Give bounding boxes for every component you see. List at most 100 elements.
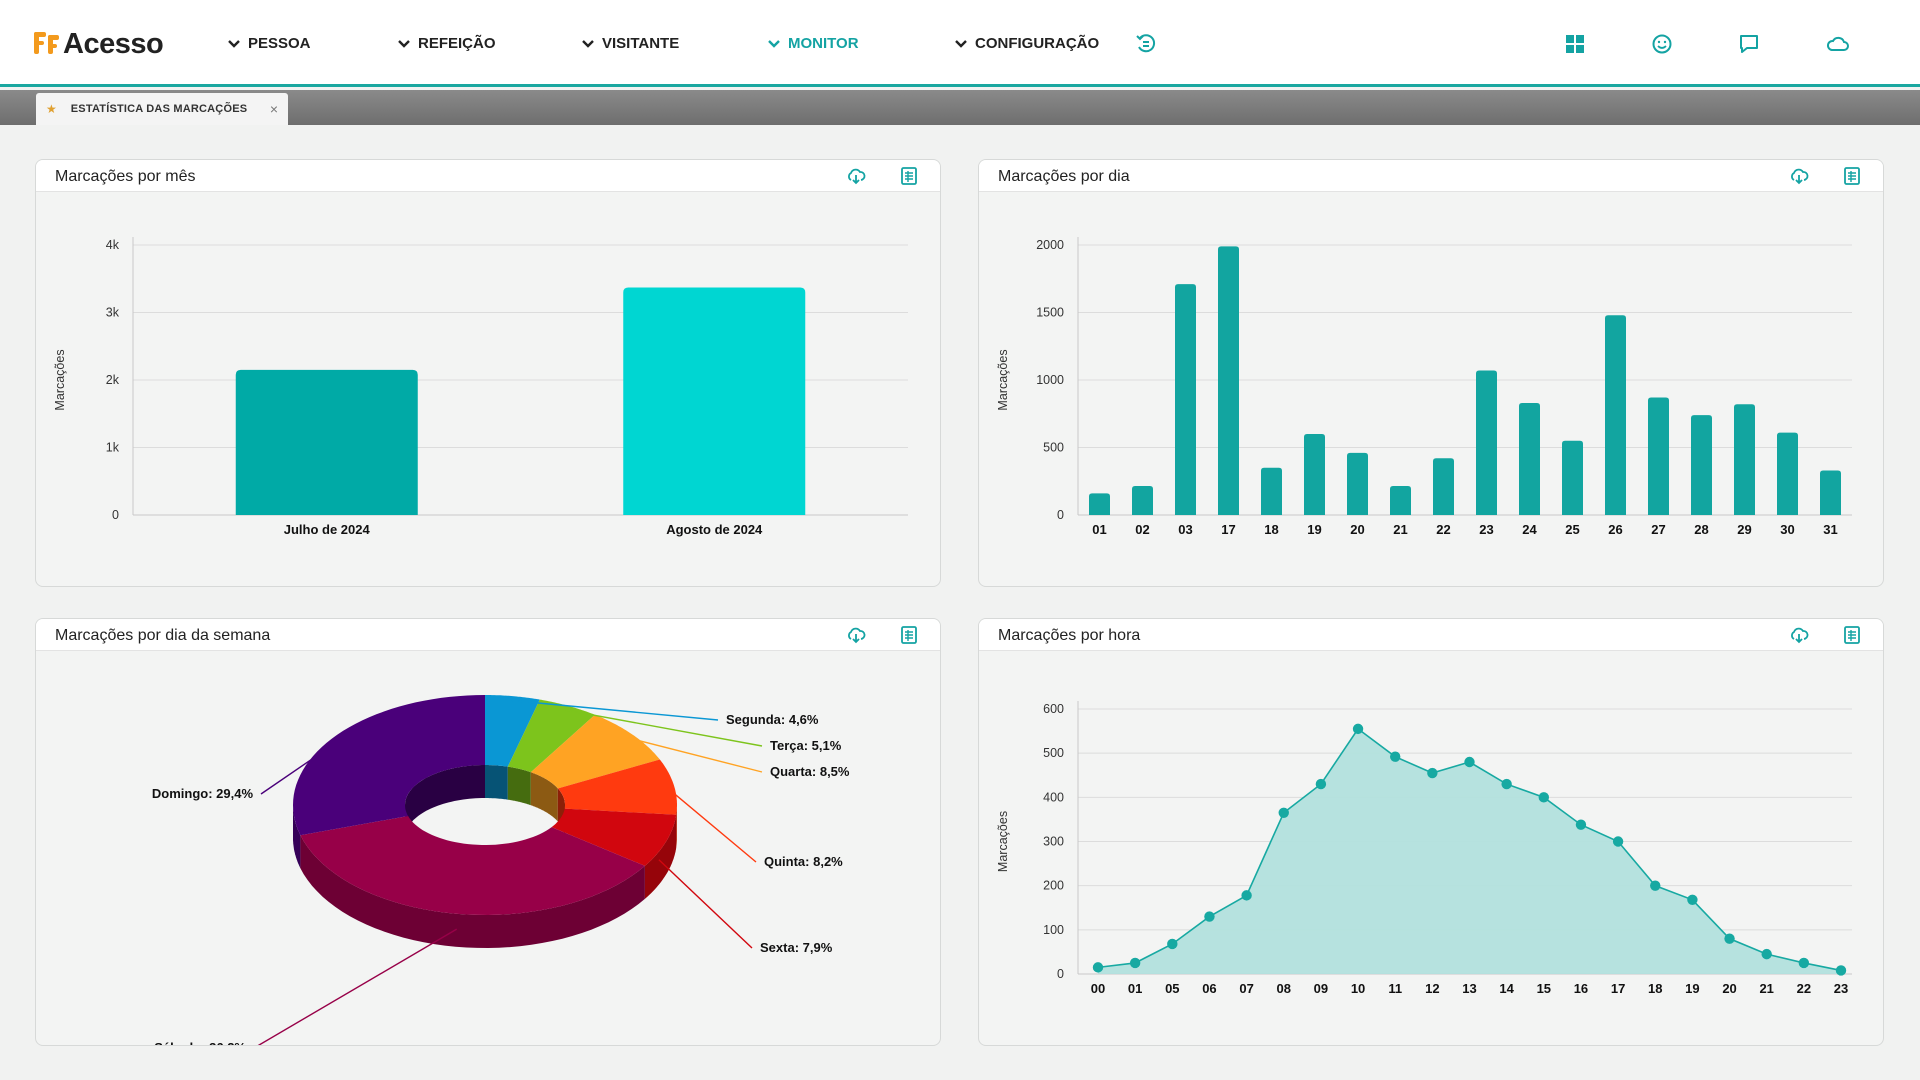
x-tick-label: 03 — [1178, 522, 1192, 537]
leader-line — [260, 740, 339, 795]
data-point — [1835, 965, 1847, 976]
data-point — [1761, 948, 1772, 960]
nav-item-visitante[interactable]: VISITANTE — [581, 35, 679, 52]
data-point — [1427, 767, 1438, 779]
nav-item-pessoa[interactable]: PESSOA — [227, 35, 311, 52]
donut-side-wall — [644, 814, 677, 899]
nav-item-label: VISITANTE — [602, 35, 680, 52]
chevron-down-icon — [582, 39, 594, 48]
chat-bubble-icon[interactable] — [1737, 32, 1761, 56]
bar — [1476, 370, 1497, 515]
x-tick-label: 30 — [1780, 522, 1794, 537]
x-tick-label: 26 — [1608, 522, 1622, 537]
data-point — [1129, 957, 1141, 969]
cloud-download-icon[interactable] — [1789, 166, 1809, 186]
y-tick-label: 2000 — [1036, 238, 1064, 252]
x-tick-label: 25 — [1565, 522, 1579, 537]
nav-item-label: REFEIÇÃO — [418, 35, 496, 52]
data-point — [1501, 778, 1512, 790]
slice-label: Sábado: 36,2% — [154, 1040, 246, 1046]
x-tick-label: 13 — [1462, 981, 1476, 996]
nav-item-monitor[interactable]: MONITOR — [767, 35, 859, 52]
panel-title: Marcações por mês — [55, 168, 196, 185]
cloud-icon[interactable] — [1826, 32, 1850, 56]
history-icon[interactable] — [1134, 32, 1158, 56]
data-point — [1612, 836, 1624, 847]
x-tick-label: Agosto de 2024 — [666, 522, 763, 537]
chevron-down-icon — [398, 39, 410, 48]
data-point — [1464, 756, 1475, 768]
x-tick-label: 21 — [1759, 981, 1773, 996]
x-tick-label: 01 — [1128, 981, 1142, 996]
y-tick-label: 1k — [106, 441, 120, 455]
x-tick-label: 11 — [1388, 981, 1402, 996]
data-point — [1538, 792, 1549, 803]
data-point — [1278, 807, 1289, 818]
tab-label: ESTATÍSTICA DAS MARCAÇÕES — [70, 103, 248, 115]
x-tick-label: 05 — [1165, 981, 1179, 996]
app-logo[interactable]: Acesso — [34, 28, 164, 61]
cloud-download-icon[interactable] — [846, 625, 866, 645]
data-point — [1241, 890, 1252, 901]
x-tick-label: 07 — [1239, 981, 1253, 996]
x-tick-label: 19 — [1685, 981, 1699, 996]
bar-chart-month: 0 1k 2k 3k 4k Marcações Julho de 2024 Agosto de… — [53, 237, 908, 537]
nav-item-label: PESSOA — [248, 35, 311, 52]
bar — [1433, 458, 1454, 515]
y-tick-label: 3k — [106, 306, 120, 320]
y-axis-title: Marcações — [996, 811, 1010, 872]
nav-item-configuracao[interactable]: CONFIGURAÇÃO — [954, 35, 1099, 52]
cloud-download-icon[interactable] — [846, 166, 866, 186]
bar — [1777, 432, 1798, 515]
slice-label: Domingo: 29,4% — [152, 786, 254, 801]
donut-inner-wall — [485, 765, 508, 800]
x-tick-label: 01 — [1092, 522, 1106, 537]
spreadsheet-icon[interactable] — [899, 625, 919, 645]
bar — [1261, 467, 1282, 515]
panel-header: Marcações por hora — [979, 619, 1883, 651]
area-chart-hour: 0 100 200 300 400 500 600 Marcações 00 01 05 06 07 08… — [996, 701, 1852, 996]
y-tick-label: 200 — [1043, 879, 1064, 893]
bar — [623, 287, 806, 515]
bar — [1820, 470, 1841, 515]
leader-line — [626, 736, 763, 773]
data-point — [1352, 723, 1364, 735]
y-tick-label: 0 — [1057, 967, 1064, 981]
x-tick-label: 21 — [1393, 522, 1407, 537]
leader-line — [511, 699, 719, 721]
bar — [1304, 434, 1325, 515]
x-tick-label: 12 — [1425, 981, 1439, 996]
x-tick-label: 28 — [1694, 522, 1708, 537]
donut-inner-wall — [530, 772, 558, 822]
x-tick-label: 24 — [1522, 522, 1537, 537]
dashboard-grid-icon[interactable] — [1563, 32, 1587, 56]
leader-line — [666, 786, 757, 863]
close-icon[interactable]: × — [269, 101, 278, 117]
donut-inner-wall — [507, 766, 531, 806]
data-point — [1167, 938, 1178, 950]
x-tick-label: 17 — [1611, 981, 1625, 996]
nav-item-refeicao[interactable]: REFEIÇÃO — [397, 35, 496, 52]
x-tick-label: 18 — [1264, 522, 1278, 537]
slice-label: Segunda: 4,6% — [726, 712, 819, 727]
y-axis-title: Marcações — [996, 349, 1010, 410]
y-axis-title: Marcações — [53, 349, 67, 410]
x-tick-label: 22 — [1797, 981, 1811, 996]
spreadsheet-icon[interactable] — [1842, 166, 1862, 186]
panel-title: Marcações por dia — [998, 168, 1130, 185]
tab-estatistica[interactable]: ★ ESTATÍSTICA DAS MARCAÇÕES × — [36, 93, 288, 125]
x-tick-label: 10 — [1351, 981, 1365, 996]
y-tick-label: 0 — [112, 508, 119, 522]
x-tick-label: 20 — [1722, 981, 1736, 996]
cloud-download-icon[interactable] — [1789, 625, 1809, 645]
data-point — [1315, 778, 1327, 790]
spreadsheet-icon[interactable] — [1842, 625, 1862, 645]
data-point — [1687, 894, 1698, 905]
smiley-icon[interactable] — [1650, 32, 1674, 56]
spreadsheet-icon[interactable] — [899, 166, 919, 186]
x-tick-label: 08 — [1277, 981, 1291, 996]
x-tick-label: 23 — [1479, 522, 1493, 537]
bar — [1605, 315, 1626, 515]
tab-strip: ★ ESTATÍSTICA DAS MARCAÇÕES × — [0, 90, 1920, 125]
y-tick-label: 500 — [1043, 441, 1064, 455]
